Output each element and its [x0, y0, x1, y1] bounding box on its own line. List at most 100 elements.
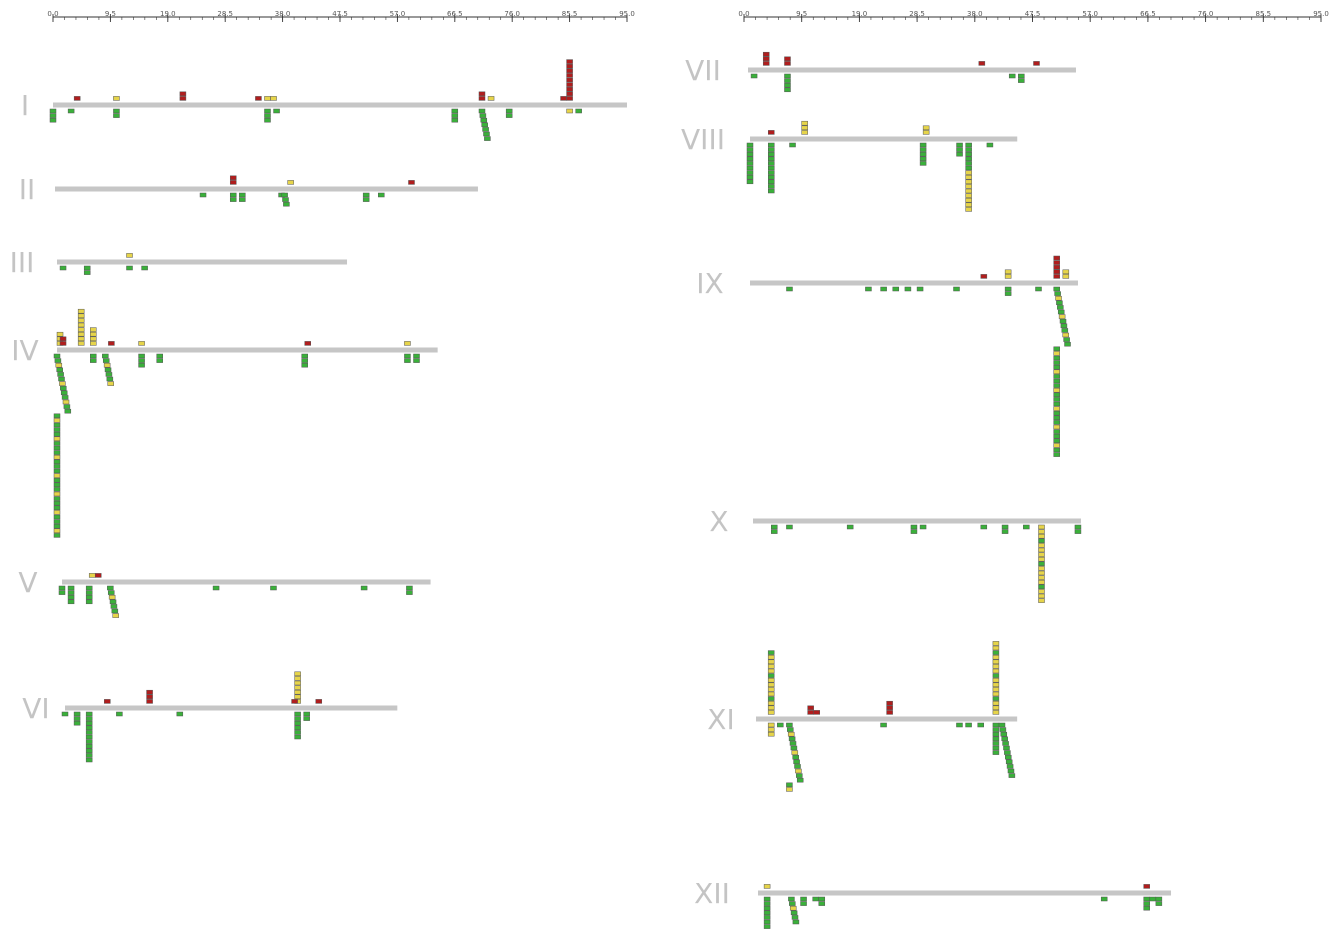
chromosome-bar-VI — [65, 705, 398, 711]
marker-above-XI — [886, 705, 893, 711]
marker-below-VIII — [746, 170, 754, 175]
marker-below-VI — [73, 711, 81, 717]
marker-below-XII — [800, 896, 807, 902]
marker-below-IX — [1053, 438, 1060, 444]
axes-layer: 0.0 9.5 19.0 28.5 38.0 47.5 57.0 66.5 76.0 85.5 95… — [47, 10, 1329, 22]
marker-below-V — [212, 585, 220, 591]
marker-above-I — [255, 96, 262, 101]
marker-above-IX — [1053, 264, 1060, 270]
marker-below-IV — [301, 353, 308, 359]
tick-label: 66.5 — [447, 10, 463, 18]
marker-below-III — [83, 265, 91, 271]
marker-below-IX — [1053, 429, 1060, 434]
tick-label: 38.0 — [275, 10, 291, 18]
marker-above-XI — [767, 682, 775, 688]
marker-below-IV — [53, 523, 61, 529]
marker-above-IX — [1053, 260, 1060, 265]
marker-above-XI — [992, 659, 1000, 665]
marker-below-XII — [1143, 896, 1150, 902]
tick-label: 57.0 — [390, 10, 406, 18]
marker-above-I — [113, 96, 120, 101]
marker-above-XI — [992, 687, 1000, 692]
marker-below-X — [1038, 524, 1045, 530]
marker-below-VI — [294, 716, 301, 721]
marker-above-IV — [138, 341, 145, 346]
marker-below-V — [270, 585, 277, 591]
marker-below-XII — [790, 910, 798, 916]
marker-above-IX — [1004, 274, 1012, 279]
marker-below-VI — [85, 730, 93, 735]
chromosome-label: VII — [685, 54, 721, 87]
marker-above-I — [566, 77, 573, 83]
marker-below-IV — [53, 422, 61, 428]
marker-below-VI — [73, 720, 81, 726]
marker-below-IV — [104, 367, 112, 373]
marker-above-IX — [1062, 274, 1070, 279]
marker-above-VII — [978, 61, 986, 66]
marker-below-IV — [53, 418, 61, 423]
marker-below-X — [910, 529, 918, 534]
marker-below-I — [273, 108, 280, 114]
marker-above-I — [566, 68, 573, 74]
marker-above-IV — [90, 336, 97, 342]
marker-below-VIII — [965, 170, 972, 175]
marker-below-XI — [992, 741, 1000, 746]
marker-above-I — [264, 96, 271, 101]
marker-above-VI — [294, 680, 301, 686]
chromosome-bars-layer — [53, 67, 1172, 896]
marker-above-XI — [767, 659, 775, 665]
marker-above-I — [179, 91, 187, 97]
marker-below-IV — [404, 353, 411, 359]
marker-above-V — [88, 573, 96, 578]
marker-below-IV — [58, 376, 65, 382]
marker-below-I — [49, 113, 57, 118]
marker-below-XII — [763, 910, 771, 916]
marker-below-VIII — [965, 161, 972, 166]
marker-above-XI — [767, 654, 775, 660]
marker-below-VI — [294, 711, 301, 717]
marker-below-XII — [763, 919, 771, 925]
marker-below-IV — [57, 372, 64, 377]
marker-below-I — [505, 113, 513, 118]
marker-below-VIII — [746, 151, 754, 157]
marker-above-I — [566, 73, 573, 78]
marker-below-IV — [413, 358, 420, 363]
marker-above-XI — [767, 650, 775, 655]
marker-above-XII — [763, 884, 771, 889]
marker-above-IX — [1053, 269, 1060, 275]
marker-above-V — [95, 573, 102, 578]
marker-below-IX — [1004, 291, 1012, 296]
marker-above-I — [566, 86, 573, 92]
marker-below-V — [85, 590, 93, 595]
marker-below-V — [67, 585, 75, 591]
marker-below-X — [1001, 529, 1009, 534]
marker-below-XII — [1149, 896, 1157, 902]
marker-below-V — [85, 594, 93, 600]
tick-label: 0.0 — [47, 10, 58, 18]
marker-below-VIII — [965, 202, 972, 208]
chromosome-bar-IV — [57, 347, 438, 353]
marker-above-XI — [807, 705, 814, 711]
marker-below-IV — [53, 450, 61, 455]
marker-below-IV — [61, 395, 69, 400]
marker-above-XI — [992, 705, 1000, 711]
marker-below-I — [575, 108, 582, 114]
marker-below-IX — [1035, 286, 1042, 292]
marker-above-II — [229, 180, 237, 185]
marker-below-XI — [1007, 768, 1015, 774]
marker-above-IV — [77, 313, 85, 319]
marker-above-VIII — [922, 125, 930, 131]
marker-below-X — [1074, 524, 1082, 530]
marker-below-VIII — [919, 151, 927, 157]
marker-below-XII — [812, 896, 819, 902]
marker-above-VI — [146, 689, 153, 695]
marker-below-IV — [301, 362, 308, 368]
marker-below-IV — [156, 358, 163, 363]
marker-above-XI — [992, 677, 1000, 683]
marker-below-VIII — [768, 151, 775, 157]
marker-below-XI — [796, 777, 804, 783]
marker-above-XI — [886, 710, 893, 715]
marker-below-IV — [53, 533, 61, 538]
marker-below-I — [483, 131, 490, 137]
marker-below-VII — [784, 73, 791, 79]
